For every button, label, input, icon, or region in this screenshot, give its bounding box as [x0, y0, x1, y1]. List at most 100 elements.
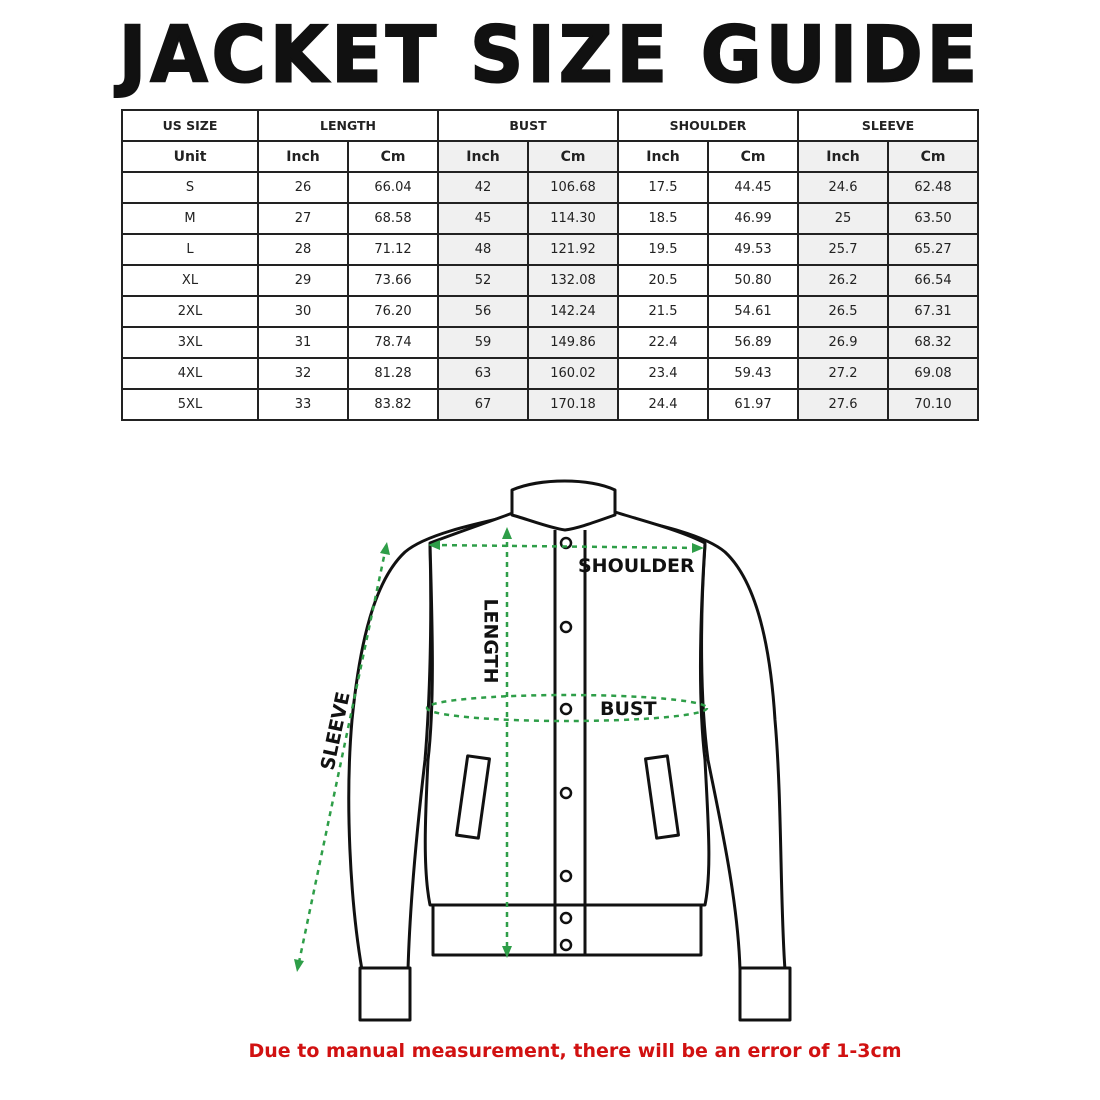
- button-icon: [559, 620, 573, 634]
- header-shoulder: SHOULDER: [617, 109, 799, 142]
- measurement-cell: 59.43: [707, 357, 799, 390]
- measurement-cell: 42: [437, 171, 529, 204]
- arrow-icon: [502, 527, 512, 539]
- measurement-cell: 149.86: [527, 326, 619, 359]
- measurement-cell: 63.50: [887, 202, 979, 235]
- measurement-cell: 52: [437, 264, 529, 297]
- measurement-cell: 17.5: [617, 171, 709, 204]
- measurement-cell: 25.7: [797, 233, 889, 266]
- size-cell: 3XL: [121, 326, 259, 359]
- sleeve-measure-line: [296, 546, 388, 968]
- unit-cell: Inch: [617, 140, 709, 173]
- measurement-cell: 78.74: [347, 326, 439, 359]
- measurement-cell: 76.20: [347, 295, 439, 328]
- right-pocket: [644, 754, 680, 840]
- table-row: 4XL 32 81.28 63 160.02 23.4 59.43 27.2 69.08: [121, 357, 979, 390]
- page-title: JACKET SIZE GUIDE: [118, 9, 982, 101]
- size-cell: L: [121, 233, 259, 266]
- measurement-cell: 44.45: [707, 171, 799, 204]
- bust-measure-line: [425, 693, 709, 723]
- arrow-icon: [428, 540, 440, 550]
- right-sleeve: [613, 513, 787, 972]
- table-row: L 28 71.12 48 121.92 19.5 49.53 25.7 65.27: [121, 233, 979, 266]
- measurement-cell: 67.31: [887, 295, 979, 328]
- collar: [510, 479, 617, 532]
- measurement-cell: 20.5: [617, 264, 709, 297]
- header-row: US SIZE LENGTH BUST SHOULDER SLEEVE: [121, 109, 979, 142]
- measurement-cell: 59: [437, 326, 529, 359]
- measurement-cell: 67: [437, 388, 529, 421]
- measurement-cell: 83.82: [347, 388, 439, 421]
- measurement-cell: 49.53: [707, 233, 799, 266]
- unit-label: Unit: [121, 140, 259, 173]
- unit-row: Unit Inch Cm Inch Cm Inch Cm Inch Cm: [121, 140, 979, 173]
- button-icon: [559, 938, 573, 952]
- measurement-cell: 50.80: [707, 264, 799, 297]
- measurement-cell: 121.92: [527, 233, 619, 266]
- measurement-cell: 160.02: [527, 357, 619, 390]
- table-row: 5XL 33 83.82 67 170.18 24.4 61.97 27.6 70.10: [121, 388, 979, 421]
- measurement-cell: 68.58: [347, 202, 439, 235]
- measurement-cell: 66.54: [887, 264, 979, 297]
- size-cell: 2XL: [121, 295, 259, 328]
- bust-label: BUST: [600, 698, 657, 720]
- measurement-cell: 65.27: [887, 233, 979, 266]
- buttons: [559, 536, 573, 952]
- measurement-cell: 106.68: [527, 171, 619, 204]
- measurement-cell: 27.2: [797, 357, 889, 390]
- unit-cell: Cm: [707, 140, 799, 173]
- measurement-cell: 170.18: [527, 388, 619, 421]
- arrow-icon: [692, 543, 704, 553]
- measurement-cell: 71.12: [347, 233, 439, 266]
- measurement-cell: 26.5: [797, 295, 889, 328]
- measurement-cell: 18.5: [617, 202, 709, 235]
- measurement-cell: 29: [257, 264, 349, 297]
- measurement-cell: 23.4: [617, 357, 709, 390]
- measurement-cell: 26: [257, 171, 349, 204]
- arrow-icon: [502, 946, 512, 958]
- size-cell: S: [121, 171, 259, 204]
- size-table: US SIZE LENGTH BUST SHOULDER SLEEVE Unit…: [121, 109, 979, 421]
- arrow-icon: [294, 959, 304, 972]
- shoulder-label: SHOULDER: [578, 555, 695, 577]
- measurement-cell: 48: [437, 233, 529, 266]
- measurement-cell: 56: [437, 295, 529, 328]
- table-row: M 27 68.58 45 114.30 18.5 46.99 25 63.50: [121, 202, 979, 235]
- measurement-cell: 24.4: [617, 388, 709, 421]
- measurement-cell: 66.04: [347, 171, 439, 204]
- size-cell: 5XL: [121, 388, 259, 421]
- size-cell: XL: [121, 264, 259, 297]
- left-cuff: [358, 966, 412, 1022]
- header-sleeve: SLEEVE: [797, 109, 979, 142]
- left-sleeve: [347, 513, 517, 972]
- table-row: S 26 66.04 42 106.68 17.5 44.45 24.6 62.48: [121, 171, 979, 204]
- right-cuff: [738, 966, 792, 1022]
- measurement-cell: 73.66: [347, 264, 439, 297]
- button-icon: [559, 911, 573, 925]
- table-row: XL 29 73.66 52 132.08 20.5 50.80 26.2 66.54: [121, 264, 979, 297]
- measurement-cell: 26.9: [797, 326, 889, 359]
- header-length: LENGTH: [257, 109, 439, 142]
- measurement-cell: 81.28: [347, 357, 439, 390]
- measurement-cell: 46.99: [707, 202, 799, 235]
- left-pocket: [455, 754, 491, 840]
- measurement-cell: 33: [257, 388, 349, 421]
- shoulder-measure-line: [431, 543, 701, 550]
- measurement-cell: 31: [257, 326, 349, 359]
- table-row: 3XL 31 78.74 59 149.86 22.4 56.89 26.9 68.32: [121, 326, 979, 359]
- measurement-cell: 21.5: [617, 295, 709, 328]
- measurement-cell: 32: [257, 357, 349, 390]
- measurement-cell: 114.30: [527, 202, 619, 235]
- button-icon: [559, 786, 573, 800]
- measurement-cell: 54.61: [707, 295, 799, 328]
- measurement-cell: 19.5: [617, 233, 709, 266]
- table-row: 2XL 30 76.20 56 142.24 21.5 54.61 26.5 67.31: [121, 295, 979, 328]
- measurement-cell: 27: [257, 202, 349, 235]
- button-icon: [559, 702, 573, 716]
- measurement-cell: 45: [437, 202, 529, 235]
- unit-cell: Inch: [257, 140, 349, 173]
- header-us-size: US SIZE: [121, 109, 259, 142]
- measurement-cell: 142.24: [527, 295, 619, 328]
- size-cell: M: [121, 202, 259, 235]
